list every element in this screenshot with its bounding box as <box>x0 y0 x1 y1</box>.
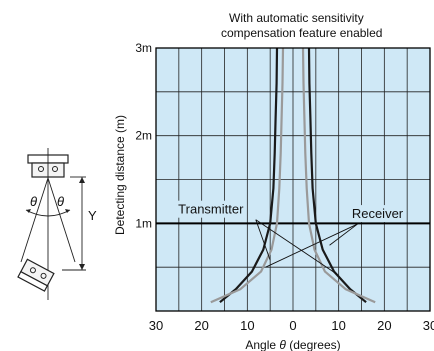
series-transmitter-curve-right <box>307 47 367 304</box>
x-tick-label: 30 <box>149 318 163 333</box>
diagram-left-arm <box>20 177 49 263</box>
annotation-bg <box>176 200 247 218</box>
annotation-leader-transmitter <box>255 219 338 275</box>
bottom-sensor-icon <box>17 258 55 292</box>
diagram-right-arm <box>47 177 76 263</box>
y-distance-label: Y <box>88 208 97 223</box>
x-tick-labels: 30 20 10 0 10 20 30 <box>149 318 434 333</box>
x-tick-label: 10 <box>240 318 254 333</box>
x-axis-label-suffix: (degrees) <box>286 338 341 351</box>
diagram-angle-arc <box>25 209 71 217</box>
series-receiver-curve-right <box>301 47 376 304</box>
chart-title-line-1: With automatic sensitivity <box>229 11 364 25</box>
annotation-leader-receiver <box>265 223 358 268</box>
series-receiver-curve-left <box>210 47 285 304</box>
grid-lines <box>156 48 430 311</box>
x-tick-label: 30 <box>423 318 434 333</box>
x-tick-label: 20 <box>194 318 208 333</box>
series-transmitter-curve-left <box>219 47 279 304</box>
sensor-diagram: θ θ Y <box>17 148 97 300</box>
x-axis-label-symbol: θ <box>279 338 286 351</box>
y-axis-label: Detecting distance (m) <box>113 115 127 235</box>
y-tick-label: 2m <box>135 129 152 143</box>
annotation-leader-receiver <box>329 223 358 246</box>
annotations: Transmitter Receiver <box>176 200 406 275</box>
annotation-bg <box>349 205 406 223</box>
theta-left-label: θ <box>30 194 37 209</box>
annotation-label-receiver: Receiver <box>352 206 404 221</box>
x-tick-label: 20 <box>377 318 391 333</box>
x-tick-label: 10 <box>331 318 345 333</box>
y-tick-label: 3m <box>135 41 152 55</box>
x-axis-label: Angle θ (degrees) <box>245 338 340 351</box>
annotation-label-transmitter: Transmitter <box>178 202 244 217</box>
y-tick-label: 1m <box>135 216 152 230</box>
plot-border <box>155 47 431 312</box>
chart-title-line-2: compensation feature enabled <box>221 26 382 40</box>
annotation-leader-transmitter <box>255 219 271 261</box>
x-tick-label: 0 <box>289 318 296 333</box>
y-tick-labels: 1m 2m 3m <box>135 41 152 230</box>
series-layer <box>210 47 376 304</box>
x-axis-label-prefix: Angle <box>245 338 279 351</box>
theta-right-label: θ <box>57 194 64 209</box>
